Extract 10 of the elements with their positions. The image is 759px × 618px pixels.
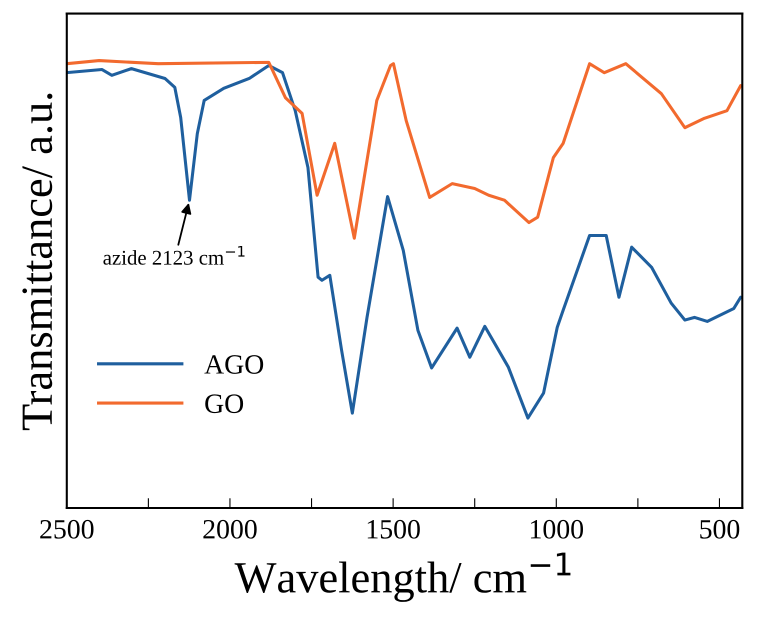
x-tick-label: 2500	[40, 520, 94, 539]
y-axis-title: Transmittance/ a.u.	[22, 94, 52, 430]
x-tick-label: 500	[700, 520, 740, 539]
x-tick-label: 2000	[203, 520, 257, 539]
legend-label: GO	[205, 394, 244, 414]
x-axis-title: Wavelength/ cm$^{−1}$	[234, 552, 570, 602]
x-tick-label: 1000	[530, 520, 584, 539]
legend-label: AGO	[204, 355, 264, 374]
annotation: azide 2123 cm$^{−1}$	[103, 246, 245, 265]
x-tick-label: 1500	[368, 520, 420, 539]
